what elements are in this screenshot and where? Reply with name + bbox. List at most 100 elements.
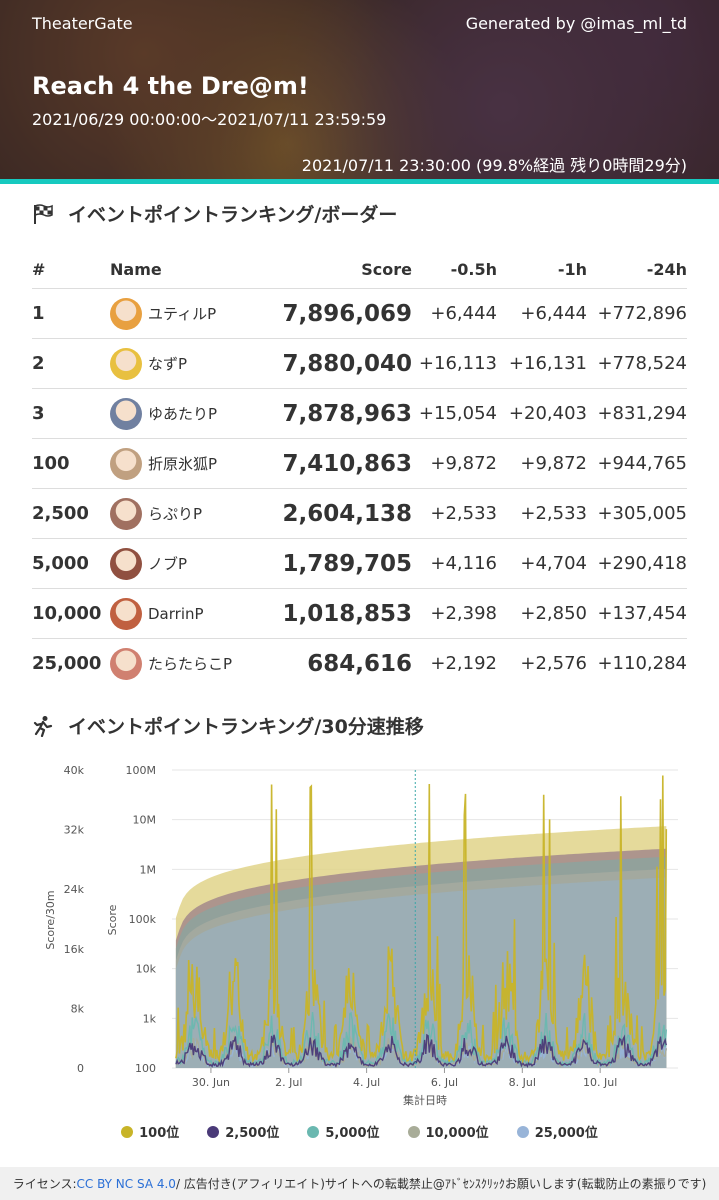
col-rank: # [32,259,46,279]
avatar [110,597,142,630]
x-axis-tick: 4. Jul [353,1076,380,1089]
running-person-icon [33,715,53,737]
right-axis-tick: 1M [140,863,157,876]
player-name-label: なずP [148,355,188,373]
table-row: 100 折原氷狐P 7,410,863 +9,872 +9,872 +944,765 [32,438,687,489]
player-name[interactable]: 折原氷狐P [110,447,260,480]
ranking-section-title: イベントポイントランキング/ボーダー [32,200,397,227]
left-axis-tick: 0 [77,1062,84,1075]
legend-dot [516,1125,529,1138]
player-name[interactable]: ゆあたりP [110,397,260,430]
delta-1h-cell: +2,533 [497,488,587,539]
delta-05h-cell: +9,872 [412,438,497,489]
score-cell: 1,789,705 [260,538,412,589]
legend-item[interactable]: 25,000位 [516,1122,598,1141]
delta-24h-cell: +944,765 [587,438,687,489]
delta-24h-cell: +778,524 [587,338,687,389]
player-name[interactable]: なずP [110,347,260,380]
delta-24h-cell: +290,418 [587,538,687,589]
left-axis-tick: 40k [64,764,85,777]
avatar [110,547,142,580]
name-cell[interactable]: なずP [110,338,260,389]
player-name[interactable]: ユティルP [110,297,260,330]
ranking-table: # Name Score -0.5h -1h -24h 1 ユティルP 7,896,… [32,250,687,688]
avatar [110,647,142,680]
right-axis-tick: 1k [143,1012,157,1025]
ranking-header-row: # Name Score -0.5h -1h -24h [32,250,687,289]
player-name[interactable]: らぷりP [110,497,260,530]
rank-cell: 5,000 [32,538,110,589]
x-axis-tick: 8. Jul [509,1076,536,1089]
player-name-label: ユティルP [148,305,217,323]
legend-label: 10,000位 [425,1126,489,1141]
delta-1h-cell: +16,131 [497,338,587,389]
legend-item[interactable]: 100位 [121,1122,179,1141]
event-period: 2021/06/29 00:00:00～2021/07/11 23:59:59 [32,110,387,129]
ranking-section-label: イベントポイントランキング/ボーダー [68,204,398,226]
legend-label: 2,500位 [225,1126,280,1141]
delta-1h-cell: +4,704 [497,538,587,589]
table-row: 2,500 らぷりP 2,604,138 +2,533 +2,533 +305,005 [32,488,687,539]
player-name-label: DarrinP [148,604,204,623]
score-cell: 7,410,863 [260,438,412,489]
name-cell[interactable]: DarrinP [110,588,260,639]
name-cell[interactable]: ユティルP [110,288,260,339]
left-axis-tick: 24k [64,883,85,896]
right-axis-tick: 100k [129,913,157,926]
right-axis-tick: 10k [136,963,157,976]
x-axis-label: 集計日時 [403,1093,447,1107]
name-cell[interactable]: たらたらこP [110,638,260,688]
col-score: Score [361,259,412,279]
table-row: 5,000 ノブP 1,789,705 +4,116 +4,704 +290,418 [32,538,687,589]
right-axis-tick: 100 [135,1062,156,1075]
speed-lines [175,775,668,1069]
name-cell[interactable]: 折原氷狐P [110,438,260,489]
speed-chart[interactable]: 100 1k 10k 100k 1M 10M 100M 0 8k 16k 24k 32k 40k Scor… [32,750,702,1120]
checkered-flag-icon [34,203,53,224]
player-name-label: 折原氷狐P [148,455,218,473]
legend-item[interactable]: 5,000位 [307,1122,380,1141]
license-link[interactable]: CC BY NC SA 4.0 [76,1176,176,1191]
player-name[interactable]: DarrinP [110,597,260,630]
score-cell: 684,616 [260,638,412,688]
delta-05h-cell: +2,533 [412,488,497,539]
left-axis-tick: 32k [64,824,85,837]
table-row: 2 なずP 7,880,040 +16,113 +16,131 +778,524 [32,338,687,389]
table-row: 10,000 DarrinP 1,018,853 +2,398 +2,850 +137,4… [32,588,687,639]
legend-item[interactable]: 2,500位 [207,1122,279,1141]
footer-suffix: / 広告付き(アフィリエイト)サイトへの転載禁止@ｱﾄﾞｾﾝｽｸﾘｯｸお願いしま… [175,1177,707,1191]
rank-cell: 2 [32,338,110,389]
player-name[interactable]: ノブP [110,547,260,580]
col-d1: -1h [557,259,587,279]
speed-line-2 [175,1033,667,1068]
rank-cell: 25,000 [32,638,110,688]
rank-cell: 100 [32,438,110,489]
name-cell[interactable]: ノブP [110,538,260,589]
speed-section-label: イベントポイントランキング/30分速推移 [68,716,424,738]
player-name-label: ノブP [148,555,188,573]
delta-05h-cell: +4,116 [412,538,497,589]
event-title: Reach 4 the Dre@m! [32,72,309,100]
legend-dot [407,1125,420,1138]
name-cell[interactable]: らぷりP [110,488,260,539]
speed-section-title: イベントポイントランキング/30分速推移 [32,712,424,739]
score-cell: 7,896,069 [260,288,412,339]
rank-cell: 3 [32,388,110,439]
delta-24h-cell: +831,294 [587,388,687,439]
legend-label: 100位 [139,1126,180,1141]
name-cell[interactable]: ゆあたりP [110,388,260,439]
player-name[interactable]: たらたらこP [110,647,260,680]
footer: ライセンス: CC BY NC SA 4.0 / 広告付き(アフィリエイト)サイ… [0,1167,719,1200]
delta-1h-cell: +20,403 [497,388,587,439]
right-axis-tick: 100M [126,764,157,777]
event-header: TheaterGate Generated by @imas_ml_td Rea… [0,0,719,179]
site-name[interactable]: TheaterGate [32,14,133,33]
delta-24h-cell: +110,284 [587,638,687,688]
legend-item[interactable]: 10,000位 [407,1122,489,1141]
delta-1h-cell: +6,444 [497,288,587,339]
avatar [110,447,142,480]
score-cell: 7,878,963 [260,388,412,439]
delta-05h-cell: +2,398 [412,588,497,639]
right-axis-label: Score [106,904,119,935]
avatar [110,297,142,330]
